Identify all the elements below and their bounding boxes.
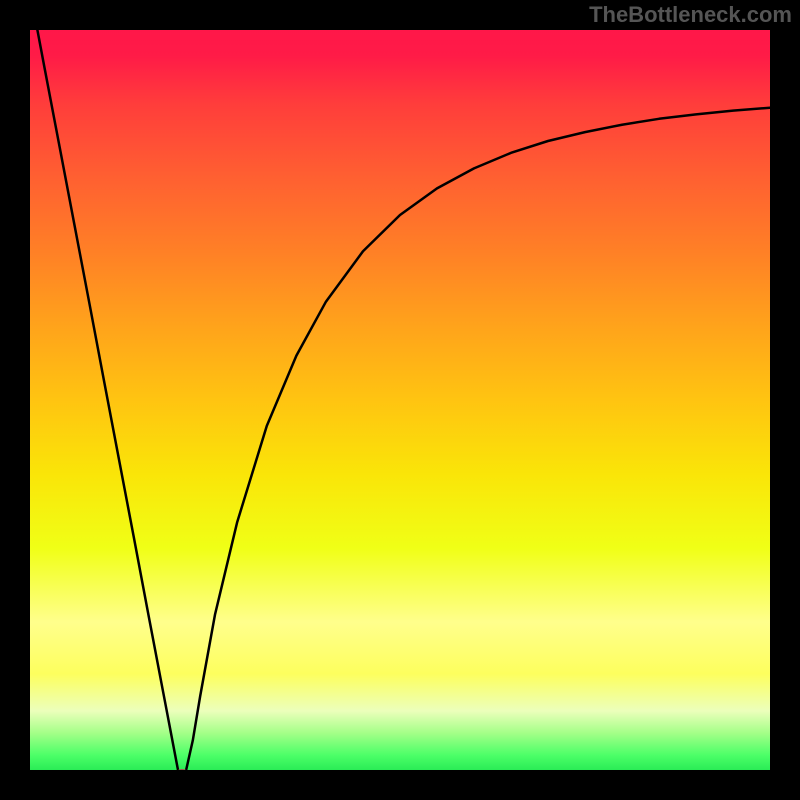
watermark-label: TheBottleneck.com: [589, 2, 792, 28]
plot-area: [30, 30, 770, 770]
chart-container: TheBottleneck.com: [0, 0, 800, 800]
plot-svg: [30, 30, 770, 770]
gradient-bg: [30, 30, 770, 770]
